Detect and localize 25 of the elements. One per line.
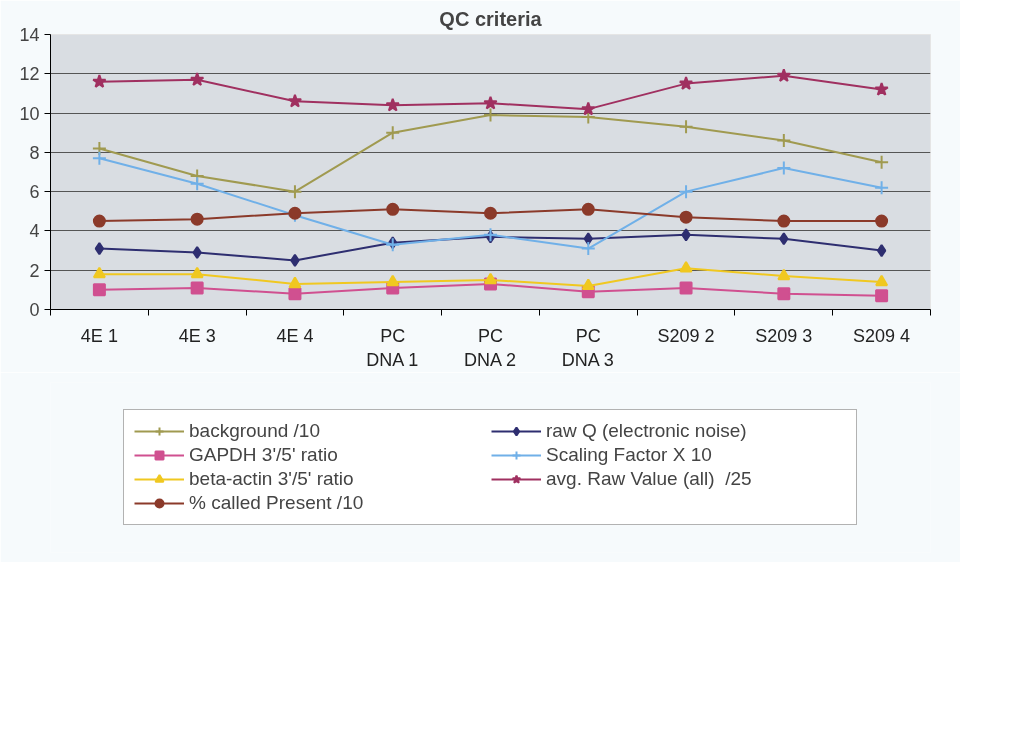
y-tick-label: 2 [29,260,40,281]
legend-label: % called Present /10 [189,492,365,514]
x-tick-label: S209 3 [755,325,813,346]
legend-label: raw Q (electronic noise) [546,420,748,442]
y-tick-label: 6 [29,182,40,203]
x-tick-label: PC DNA 2 [463,325,517,370]
x-tick-label: S209 4 [853,325,911,346]
x-tick-label: 4E 3 [178,325,216,346]
legend-label: Scaling Factor X 10 [546,444,713,466]
chart-title: QC criteria [439,7,543,30]
x-tick-label: PC DNA 1 [366,325,419,370]
x-tick-label: PC DNA 3 [561,325,614,370]
y-tick-label: 8 [29,142,40,163]
y-tick-label: 12 [19,64,40,85]
x-tick-label: S209 2 [657,325,715,346]
y-tick-label: 0 [29,300,40,320]
legend-label: GAPDH 3'/5' ratio [189,444,339,466]
y-tick-label: 10 [19,103,40,124]
y-tick-label: 14 [19,25,40,45]
x-tick-label: 4E 4 [276,325,314,346]
legend-label: background /10 [189,420,321,442]
x-tick-label: 4E 1 [80,325,118,346]
legend-label: beta-actin 3'/5' ratio [189,468,355,490]
legend-label: avg. Raw Value (all) /25 [546,468,753,490]
y-tick-label: 4 [29,221,40,242]
